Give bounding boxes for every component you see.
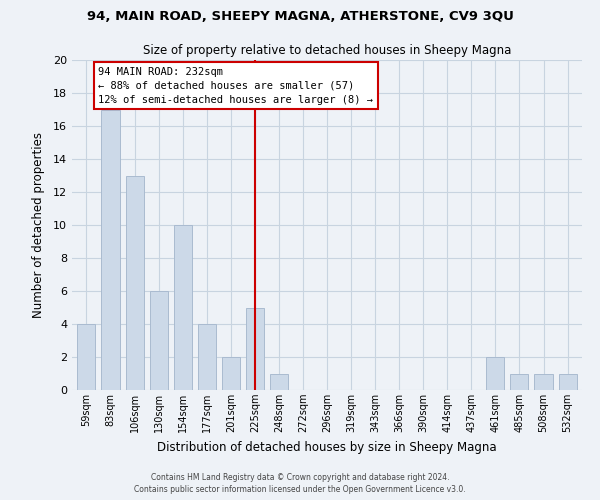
Bar xyxy=(125,176,143,390)
Text: Contains HM Land Registry data © Crown copyright and database right 2024.
Contai: Contains HM Land Registry data © Crown c… xyxy=(134,472,466,494)
Bar xyxy=(101,110,119,390)
Bar xyxy=(222,357,240,390)
Bar xyxy=(173,225,191,390)
Bar xyxy=(197,324,216,390)
Bar xyxy=(270,374,288,390)
Bar xyxy=(77,324,95,390)
X-axis label: Distribution of detached houses by size in Sheepy Magna: Distribution of detached houses by size … xyxy=(157,440,497,454)
Bar xyxy=(559,374,577,390)
Y-axis label: Number of detached properties: Number of detached properties xyxy=(32,132,44,318)
Text: 94, MAIN ROAD, SHEEPY MAGNA, ATHERSTONE, CV9 3QU: 94, MAIN ROAD, SHEEPY MAGNA, ATHERSTONE,… xyxy=(86,10,514,23)
Bar xyxy=(511,374,529,390)
Title: Size of property relative to detached houses in Sheepy Magna: Size of property relative to detached ho… xyxy=(143,44,511,58)
Text: 94 MAIN ROAD: 232sqm
← 88% of detached houses are smaller (57)
12% of semi-detac: 94 MAIN ROAD: 232sqm ← 88% of detached h… xyxy=(98,66,373,104)
Bar xyxy=(535,374,553,390)
Bar xyxy=(246,308,264,390)
Bar xyxy=(149,291,167,390)
Bar xyxy=(487,357,505,390)
